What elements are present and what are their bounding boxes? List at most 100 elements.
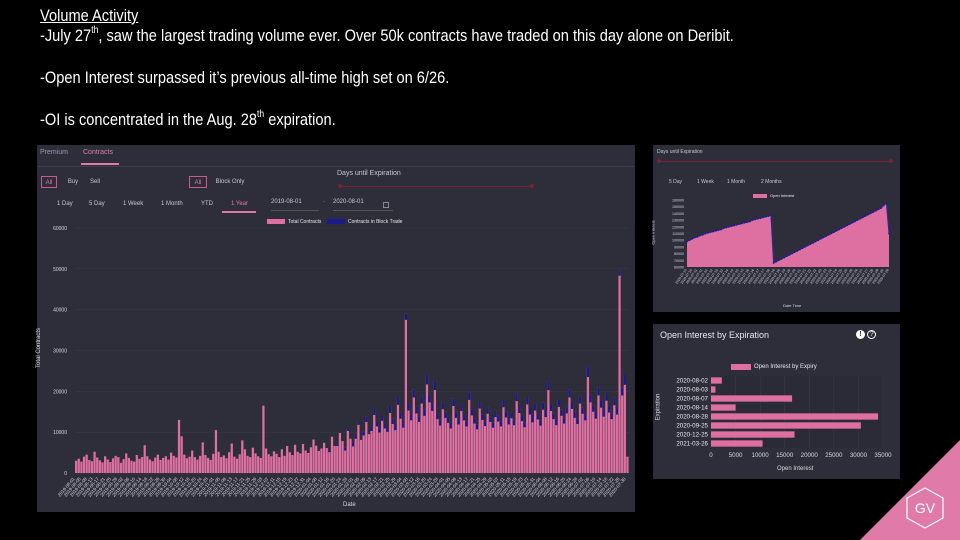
- volume-bar: [238, 454, 241, 473]
- range-1month-button[interactable]: 1 Month: [161, 201, 183, 207]
- oi-point: [804, 246, 806, 248]
- block-bar: [563, 418, 566, 424]
- oi-range-5day-button[interactable]: 5 Day: [669, 179, 683, 185]
- expiry-category-label: 2020-08-14: [676, 404, 708, 411]
- calendar-icon[interactable]: [383, 202, 389, 208]
- oi-point: [688, 239, 691, 242]
- volume-bar: [607, 406, 611, 473]
- oi-slider-min-handle[interactable]: [657, 159, 661, 163]
- tab-contracts[interactable]: Contracts: [83, 149, 113, 156]
- oi-range-1week-button[interactable]: 1 Week: [697, 179, 714, 185]
- block-bar: [497, 415, 500, 422]
- oi-point: [725, 226, 728, 229]
- volume-bar: [515, 393, 518, 473]
- tab-underline: [81, 163, 119, 165]
- range-1week-button[interactable]: 1 Week: [123, 201, 144, 207]
- volume-bar: [457, 419, 460, 473]
- volume-chart: 01000020000300004000050000600002019-08-0…: [53, 226, 629, 498]
- oi-range-1month-button[interactable]: 1 Month: [727, 179, 746, 185]
- block-bar: [510, 412, 513, 419]
- oi-point: [885, 202, 888, 205]
- expiration-slider-min-handle[interactable]: [338, 184, 342, 188]
- volume-bar: [307, 452, 310, 473]
- slide-text: Volume Activity -July 27th, saw the larg…: [40, 6, 814, 130]
- volume-bar: [412, 389, 415, 473]
- range-5day-button[interactable]: 5 Day: [89, 201, 105, 207]
- tab-premium[interactable]: Premium: [40, 149, 69, 156]
- bullet-concentration-a: -OI is concentrated in the Aug. 28: [40, 110, 258, 129]
- expiration-panel: Open Interest by Expiration ! ? Open Int…: [653, 324, 900, 479]
- oi-point: [709, 231, 712, 234]
- oi-point: [872, 211, 875, 213]
- block-bar: [386, 428, 389, 432]
- expiry-bar: [711, 440, 763, 447]
- volume-bar: [402, 423, 405, 473]
- block-bar: [505, 411, 508, 418]
- volume-bar: [478, 401, 481, 473]
- date-to-input[interactable]: 2020-08-01: [333, 199, 393, 211]
- block-only-button[interactable]: Block Only: [215, 179, 245, 185]
- range-ytd-button[interactable]: YTD: [201, 201, 213, 207]
- expiry-category-label: 2020-08-28: [676, 413, 708, 420]
- alert-icon[interactable]: !: [856, 330, 865, 339]
- oi-slider-max-handle[interactable]: [889, 159, 893, 163]
- range-1year-button[interactable]: 1 Year: [231, 201, 249, 207]
- volume-bar: [425, 375, 429, 473]
- volume-bar: [206, 457, 210, 473]
- oi-point: [796, 250, 799, 252]
- legend-total-swatch: [267, 219, 285, 224]
- volume-bar: [291, 455, 294, 473]
- volume-bar: [304, 450, 307, 473]
- oi-point: [848, 223, 851, 226]
- volume-bar: [159, 459, 162, 473]
- oi-range-2months-button[interactable]: 2 Months: [761, 179, 782, 185]
- help-icon[interactable]: ?: [867, 330, 877, 339]
- expiration-slider-track[interactable]: [340, 186, 532, 187]
- oi-slider-track[interactable]: [659, 161, 891, 162]
- volume-bar: [140, 457, 144, 473]
- expiration-slider-max-handle[interactable]: [530, 184, 534, 188]
- range-1day-button[interactable]: 1 Day: [57, 201, 73, 207]
- volume-bar: [220, 457, 223, 473]
- block-bar: [457, 419, 460, 425]
- tab-bar: Premium Contracts: [37, 145, 635, 167]
- volume-bar: [565, 406, 568, 473]
- oi-point: [693, 236, 696, 239]
- volume-bar: [299, 453, 302, 473]
- legend-block-label: Contracts in Block Trade: [348, 219, 403, 225]
- trade-all-button[interactable]: All: [189, 176, 207, 188]
- side-all-button[interactable]: All: [41, 176, 57, 188]
- volume-bar: [552, 413, 555, 473]
- date-from-input[interactable]: 2019-08-01: [271, 199, 319, 211]
- volume-bar: [198, 455, 202, 473]
- oi-point: [704, 232, 707, 235]
- volume-bar: [280, 449, 284, 473]
- volume-bar: [536, 413, 539, 473]
- expiration-slider-label: Days until Expiration: [337, 170, 401, 177]
- volume-bar: [428, 394, 431, 473]
- oi-point: [788, 254, 791, 256]
- oi-ytick: 80000: [674, 252, 684, 256]
- volume-ylabel: Total Contracts: [36, 327, 43, 369]
- oi-point: [686, 240, 688, 243]
- block-bar: [346, 428, 349, 431]
- block-bar: [381, 415, 384, 421]
- volume-bar: [594, 412, 597, 473]
- oi-point: [751, 219, 754, 221]
- expiry-xtick: 35000: [874, 452, 892, 459]
- oi-point: [764, 215, 767, 218]
- oi-point: [822, 236, 825, 239]
- volume-bar: [80, 461, 83, 473]
- oi-point: [846, 224, 848, 227]
- oi-point: [864, 215, 867, 217]
- oi-point: [835, 229, 838, 232]
- oi-point: [791, 252, 793, 255]
- volume-bar: [217, 451, 220, 473]
- side-sell-button[interactable]: Sell: [89, 179, 100, 185]
- info-icon[interactable]: ! ?: [856, 329, 877, 339]
- side-buy-button[interactable]: Buy: [67, 179, 79, 185]
- oi-point: [772, 262, 775, 264]
- oi-legend-swatch: [753, 194, 767, 198]
- volume-bar: [573, 411, 576, 473]
- volume-bar: [549, 404, 553, 473]
